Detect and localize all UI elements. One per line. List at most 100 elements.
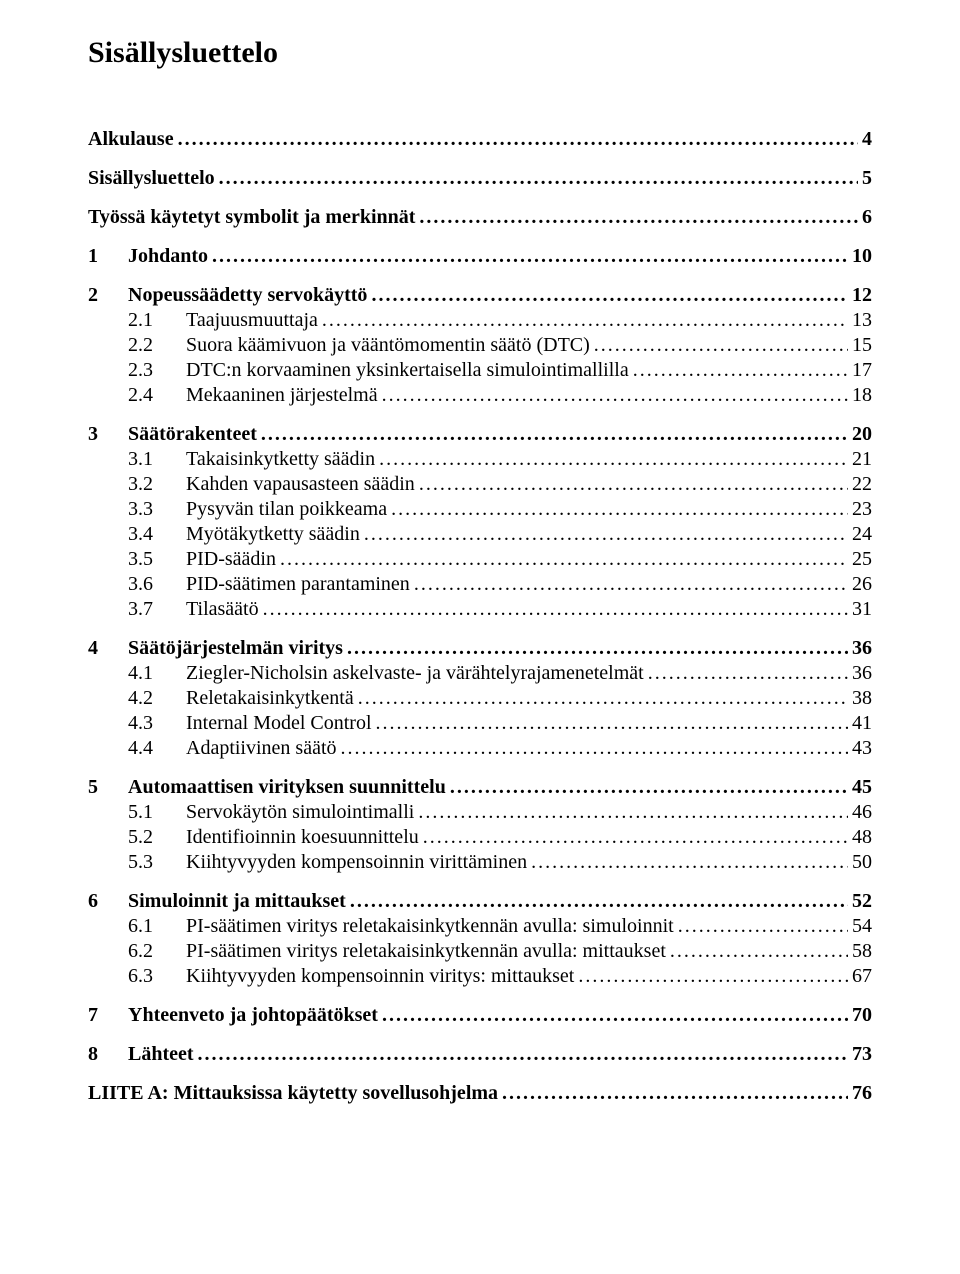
toc-page: 43 [848, 737, 872, 760]
toc-leader: ........................................… [376, 712, 848, 735]
toc-page: 70 [848, 1004, 872, 1027]
toc-leader: ........................................… [382, 384, 848, 407]
toc-row-3.6: 3.6PID-säätimen parantaminen............… [128, 573, 872, 596]
toc-leader: ........................................… [531, 851, 848, 874]
toc-label: Lähteet [128, 1043, 198, 1066]
toc-row-front-2: Työssä käytetyt symbolit ja merkinnät...… [88, 206, 872, 229]
toc-row-3.5: 3.5PID-säädin...........................… [128, 548, 872, 571]
toc-page: 50 [848, 851, 872, 874]
toc-row-2: 2Nopeussäädetty servokäyttö.............… [88, 284, 872, 307]
toc-label: Työssä käytetyt symbolit ja merkinnät [88, 206, 419, 229]
toc-page: 6 [858, 206, 872, 229]
toc-label: Reletakaisinkytkentä [186, 687, 358, 710]
toc-leader: ........................................… [219, 167, 858, 190]
toc-row-6: 6Simuloinnit ja mittaukset..............… [88, 890, 872, 913]
page-title: Sisällysluettelo [88, 36, 872, 70]
toc-leader: ........................................… [578, 965, 848, 988]
toc-page: 76 [848, 1082, 872, 1105]
toc-label: Taajuusmuuttaja [186, 309, 322, 332]
toc-label: Kiihtyvyyden kompensoinnin viritys: mitt… [186, 965, 578, 988]
toc-label: Simuloinnit ja mittaukset [128, 890, 350, 913]
toc-leader: ........................................… [280, 548, 848, 571]
toc-leader: ........................................… [633, 359, 848, 382]
toc-row-3: 3Säätörakenteet.........................… [88, 423, 872, 446]
toc-label: DTC:n korvaaminen yksinkertaisella simul… [186, 359, 633, 382]
toc-row-4.3: 4.3Internal Model Control...............… [128, 712, 872, 735]
toc-row-3.4: 3.4Myötäkytketty säädin.................… [128, 523, 872, 546]
toc-row-4: 4Säätöjärjestelmän viritys..............… [88, 637, 872, 660]
toc-page: 18 [848, 384, 872, 407]
toc-number: 5.1 [128, 801, 186, 824]
toc-label: Yhteenveto ja johtopäätökset [128, 1004, 382, 1027]
toc-page: 48 [848, 826, 872, 849]
toc-label: Pysyvän tilan poikkeama [186, 498, 391, 521]
toc-number: 4.4 [128, 737, 186, 760]
toc-leader: ........................................… [347, 637, 848, 660]
toc-number: 2.2 [128, 334, 186, 357]
toc-number: 2 [88, 284, 128, 307]
toc-leader: ........................................… [358, 687, 848, 710]
toc-leader: ........................................… [263, 598, 848, 621]
toc-number: 4.1 [128, 662, 186, 685]
toc-page: 38 [848, 687, 872, 710]
toc-number: 5 [88, 776, 128, 799]
toc-number: 6 [88, 890, 128, 913]
toc-row-6.1: 6.1PI-säätimen viritys reletakaisinkytke… [128, 915, 872, 938]
toc-page: 45 [848, 776, 872, 799]
toc-leader: ........................................… [648, 662, 848, 685]
toc-row-3.7: 3.7Tilasäätö............................… [128, 598, 872, 621]
toc-leader: ........................................… [178, 128, 858, 151]
toc-label: PI-säätimen viritys reletakaisinkytkennä… [186, 915, 678, 938]
toc-page: 22 [848, 473, 872, 496]
toc-page: 31 [848, 598, 872, 621]
toc-number: 4 [88, 637, 128, 660]
toc-label: Säätörakenteet [128, 423, 261, 446]
toc-page: 52 [848, 890, 872, 913]
toc-page: 58 [848, 940, 872, 963]
toc-leader: ........................................… [450, 776, 848, 799]
toc-leader: ........................................… [382, 1004, 848, 1027]
toc-label: Tilasäätö [186, 598, 263, 621]
toc-number: 5.2 [128, 826, 186, 849]
toc-row-1: 1Johdanto...............................… [88, 245, 872, 268]
toc-leader: ........................................… [594, 334, 848, 357]
toc-leader: ........................................… [678, 915, 848, 938]
toc-row-4.1: 4.1Ziegler-Nicholsin askelvaste- ja värä… [128, 662, 872, 685]
toc-row-2.1: 2.1Taajuusmuuttaja......................… [128, 309, 872, 332]
toc-row-3.1: 3.1Takaisinkytketty säädin..............… [128, 448, 872, 471]
toc-row-appendix: LIITE A: Mittauksissa käytetty sovelluso… [88, 1082, 872, 1105]
toc-label: LIITE A: Mittauksissa käytetty sovelluso… [88, 1082, 502, 1105]
toc-label: Mekaaninen järjestelmä [186, 384, 382, 407]
toc-label: Identifioinnin koesuunnittelu [186, 826, 423, 849]
toc-label: Kahden vapausasteen säädin [186, 473, 419, 496]
toc-page: 13 [848, 309, 872, 332]
toc-page: 46 [848, 801, 872, 824]
toc-number: 1 [88, 245, 128, 268]
toc-label: Johdanto [128, 245, 212, 268]
toc-page: 26 [848, 573, 872, 596]
toc-row-4.2: 4.2Reletakaisinkytkentä.................… [128, 687, 872, 710]
toc-number: 6.3 [128, 965, 186, 988]
toc-page: 12 [848, 284, 872, 307]
toc-page: 4 [858, 128, 872, 151]
toc-row-5: 5Automaattisen virityksen suunnittelu...… [88, 776, 872, 799]
toc-page: 20 [848, 423, 872, 446]
toc-number: 3 [88, 423, 128, 446]
toc-leader: ........................................… [423, 826, 848, 849]
toc-row-3.2: 3.2Kahden vapausasteen säädin...........… [128, 473, 872, 496]
toc-label: Kiihtyvyyden kompensoinnin virittäminen [186, 851, 531, 874]
toc-number: 2.4 [128, 384, 186, 407]
toc-row-2.2: 2.2Suora käämivuon ja vääntömomentin sää… [128, 334, 872, 357]
toc-page: 17 [848, 359, 872, 382]
toc-number: 3.1 [128, 448, 186, 471]
toc-number: 3.5 [128, 548, 186, 571]
toc-number: 3.7 [128, 598, 186, 621]
toc-leader: ........................................… [350, 890, 848, 913]
toc-number: 4.2 [128, 687, 186, 710]
toc-row-6.3: 6.3Kiihtyvyyden kompensoinnin viritys: m… [128, 965, 872, 988]
toc-number: 2.3 [128, 359, 186, 382]
toc-number: 6.2 [128, 940, 186, 963]
toc-page: 10 [848, 245, 872, 268]
toc-page: 25 [848, 548, 872, 571]
toc-label: Servokäytön simulointimalli [186, 801, 418, 824]
